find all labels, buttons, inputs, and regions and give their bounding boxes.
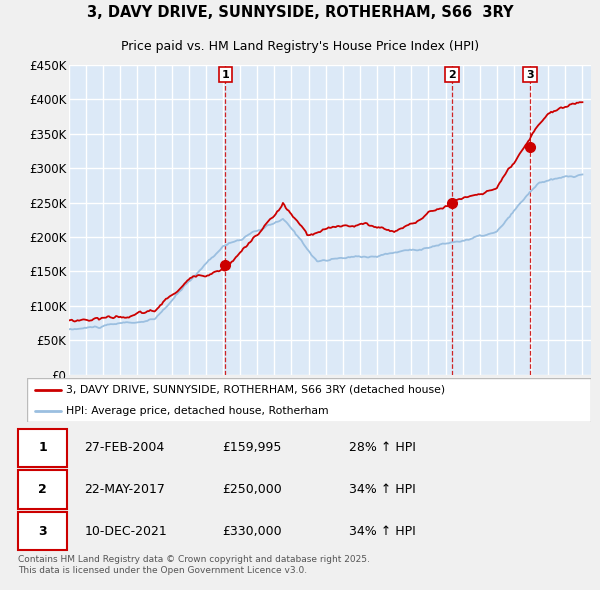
Text: 3, DAVY DRIVE, SUNNYSIDE, ROTHERHAM, S66 3RY (detached house): 3, DAVY DRIVE, SUNNYSIDE, ROTHERHAM, S66…: [67, 385, 446, 395]
Text: 34% ↑ HPI: 34% ↑ HPI: [349, 525, 416, 538]
Text: £330,000: £330,000: [223, 525, 282, 538]
Text: 28% ↑ HPI: 28% ↑ HPI: [349, 441, 416, 454]
FancyBboxPatch shape: [18, 428, 67, 467]
Text: 3: 3: [38, 525, 47, 538]
Text: 2: 2: [38, 483, 47, 496]
Text: Price paid vs. HM Land Registry's House Price Index (HPI): Price paid vs. HM Land Registry's House …: [121, 40, 479, 53]
Text: 1: 1: [38, 441, 47, 454]
Text: Contains HM Land Registry data © Crown copyright and database right 2025.
This d: Contains HM Land Registry data © Crown c…: [18, 555, 370, 575]
Text: 3: 3: [526, 70, 534, 80]
Text: 10-DEC-2021: 10-DEC-2021: [84, 525, 167, 538]
Text: £250,000: £250,000: [223, 483, 282, 496]
Text: 3, DAVY DRIVE, SUNNYSIDE, ROTHERHAM, S66  3RY: 3, DAVY DRIVE, SUNNYSIDE, ROTHERHAM, S66…: [87, 5, 513, 20]
Text: 27-FEB-2004: 27-FEB-2004: [84, 441, 164, 454]
FancyBboxPatch shape: [18, 512, 67, 550]
Text: 1: 1: [221, 70, 229, 80]
FancyBboxPatch shape: [18, 470, 67, 509]
Text: 2: 2: [448, 70, 456, 80]
Text: 22-MAY-2017: 22-MAY-2017: [84, 483, 165, 496]
Text: 34% ↑ HPI: 34% ↑ HPI: [349, 483, 416, 496]
Text: £159,995: £159,995: [223, 441, 282, 454]
Text: HPI: Average price, detached house, Rotherham: HPI: Average price, detached house, Roth…: [67, 406, 329, 416]
